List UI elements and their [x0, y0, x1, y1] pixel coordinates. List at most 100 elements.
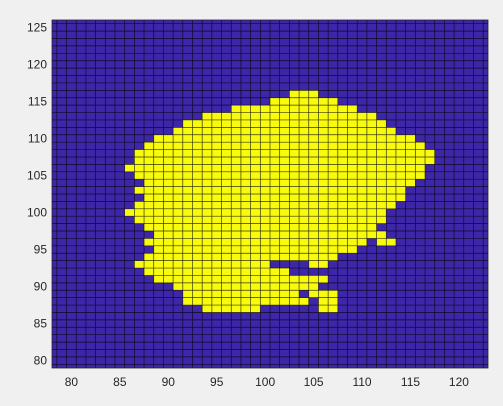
heatmap-cell	[231, 290, 241, 298]
heatmap-cell	[192, 238, 203, 246]
heatmap-cell	[202, 208, 212, 217]
heatmap-cell	[318, 194, 329, 202]
heatmap-cell	[124, 164, 135, 172]
heatmap-cell	[308, 97, 319, 106]
heatmap-cell	[337, 223, 348, 232]
heatmap-cell	[289, 112, 300, 120]
heatmap-cell	[173, 282, 183, 291]
x-tick-label: 120	[449, 375, 469, 389]
heatmap-cell	[299, 238, 309, 246]
heatmap-cell	[366, 186, 377, 194]
heatmap-cell	[347, 142, 358, 150]
heatmap-cell	[357, 179, 367, 187]
heatmap-cell	[260, 105, 270, 113]
heatmap-cell	[124, 208, 135, 217]
heatmap-cell	[240, 238, 251, 246]
heatmap-cell	[318, 112, 329, 120]
heatmap-cell	[415, 142, 426, 150]
heatmap-cell	[221, 119, 232, 128]
heatmap-cell	[289, 119, 300, 128]
heatmap-cell	[366, 171, 377, 180]
heatmap-cell	[231, 208, 241, 217]
heatmap-cell	[366, 194, 377, 202]
heatmap-cell	[318, 97, 329, 106]
heatmap-cell	[134, 156, 145, 165]
heatmap-cell	[337, 194, 348, 202]
heatmap-cell	[308, 253, 319, 261]
heatmap-cell	[240, 253, 251, 261]
heatmap-cell	[231, 201, 241, 209]
heatmap-cell	[395, 142, 406, 150]
heatmap-cell	[153, 194, 164, 202]
heatmap-cell	[318, 201, 329, 209]
heatmap-cell	[250, 223, 261, 232]
heatmap-cell	[279, 216, 290, 224]
heatmap-cell	[328, 134, 338, 143]
heatmap-cell	[221, 149, 232, 157]
heatmap-cell	[270, 223, 280, 232]
heatmap-cell	[347, 216, 358, 224]
heatmap-cell	[202, 297, 212, 306]
heatmap-cell	[328, 186, 338, 194]
heatmap-cell	[279, 112, 290, 120]
heatmap-cell	[260, 134, 270, 143]
heatmap-cell	[279, 253, 290, 261]
y-tick-label: 100	[27, 206, 47, 220]
heatmap-cell	[347, 112, 358, 120]
heatmap-cell	[299, 112, 309, 120]
heatmap-cell	[240, 171, 251, 180]
heatmap-cell	[357, 201, 367, 209]
heatmap-cell	[182, 164, 193, 172]
heatmap-cell	[270, 201, 280, 209]
heatmap-cell	[386, 238, 396, 246]
heatmap-cell	[376, 194, 387, 202]
heatmap-cell	[318, 186, 329, 194]
heatmap-cell	[173, 179, 183, 187]
heatmap-cell	[231, 194, 241, 202]
x-tick-label: 115	[401, 375, 420, 389]
heatmap-cell	[318, 245, 329, 254]
heatmap-cell	[231, 179, 241, 187]
heatmap-cell	[376, 171, 387, 180]
heatmap-cell	[153, 201, 164, 209]
heatmap-cell	[299, 179, 309, 187]
heatmap-cell	[405, 164, 416, 172]
heatmap-cell	[270, 216, 280, 224]
heatmap-cell	[250, 208, 261, 217]
heatmap-cell	[357, 171, 367, 180]
heatmap-cell	[270, 245, 280, 254]
heatmap-cell	[231, 134, 241, 143]
heatmap-cell	[221, 156, 232, 165]
heatmap-cell	[231, 223, 241, 232]
heatmap-cell	[289, 194, 300, 202]
heatmap-cell	[395, 186, 406, 194]
heatmap-cell	[260, 194, 270, 202]
heatmap-cell	[134, 208, 145, 217]
heatmap-cell	[328, 201, 338, 209]
heatmap-cell	[395, 194, 406, 202]
heatmap-cell	[202, 186, 212, 194]
heatmap-cell	[134, 260, 145, 269]
heatmap-cell	[202, 238, 212, 246]
heatmap-cell	[211, 127, 222, 135]
heatmap-cell	[328, 127, 338, 135]
heatmap-cell	[221, 231, 232, 239]
heatmap-cell	[366, 223, 377, 232]
heatmap-cell	[192, 179, 203, 187]
heatmap-cell	[357, 238, 367, 246]
heatmap-cell	[144, 238, 154, 246]
heatmap-cell	[405, 171, 416, 180]
heatmap-cell	[260, 238, 270, 246]
heatmap-cell	[240, 134, 251, 143]
heatmap-cell	[328, 142, 338, 150]
heatmap-cell	[211, 238, 222, 246]
heatmap-cell	[308, 171, 319, 180]
heatmap-cell	[386, 134, 396, 143]
heatmap-cell	[289, 201, 300, 209]
heatmap-cell	[182, 216, 193, 224]
heatmap-cell	[221, 282, 232, 291]
heatmap-cell	[144, 156, 154, 165]
heatmap-cell	[270, 164, 280, 172]
heatmap-cell	[270, 112, 280, 120]
x-tick-label: 110	[352, 375, 371, 389]
